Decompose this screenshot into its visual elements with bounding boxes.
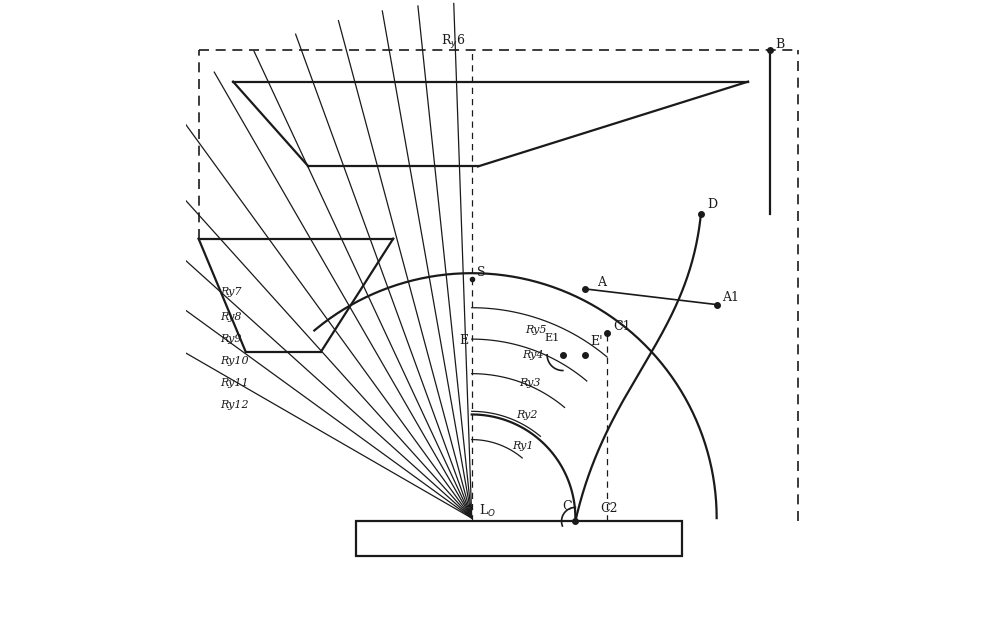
Text: Ry8: Ry8 xyxy=(221,312,242,322)
Text: L$_O$: L$_O$ xyxy=(479,503,496,519)
Text: A: A xyxy=(597,276,606,289)
Text: C: C xyxy=(563,500,572,513)
Text: E': E' xyxy=(590,335,602,349)
Text: C1: C1 xyxy=(613,320,631,333)
Text: Ry10: Ry10 xyxy=(221,356,249,366)
Text: C2: C2 xyxy=(600,502,618,515)
Text: R$_y$6: R$_y$6 xyxy=(441,33,465,51)
Text: E1: E1 xyxy=(544,333,560,343)
Text: Ry4: Ry4 xyxy=(522,350,543,360)
Bar xyxy=(356,521,682,556)
Text: A1: A1 xyxy=(722,291,739,305)
Text: Ry9: Ry9 xyxy=(221,334,242,344)
Text: E: E xyxy=(459,333,469,347)
Text: Ry5: Ry5 xyxy=(525,325,547,335)
Text: Ry11: Ry11 xyxy=(221,378,249,388)
Text: S: S xyxy=(477,266,485,279)
Text: Ry3: Ry3 xyxy=(519,378,540,388)
Text: Ry2: Ry2 xyxy=(516,409,537,420)
Text: D: D xyxy=(707,198,717,212)
Text: B: B xyxy=(775,38,784,51)
Text: Ry1: Ry1 xyxy=(513,441,534,451)
Text: Ry7: Ry7 xyxy=(221,287,242,297)
Text: Ry12: Ry12 xyxy=(221,400,249,410)
